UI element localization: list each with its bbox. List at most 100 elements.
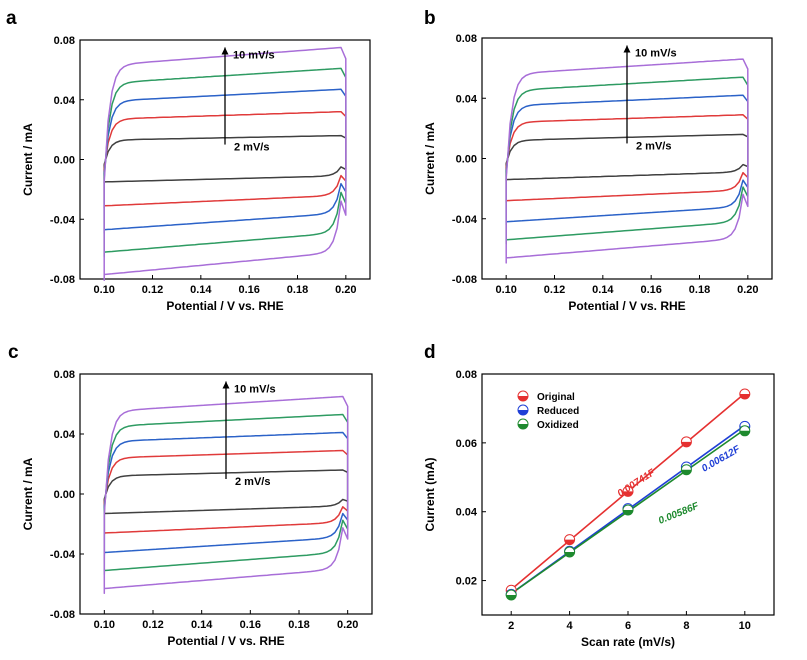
panel-c-x-tick-label: 0.14 [191, 619, 213, 631]
panel-b-y-tick-label: 0.04 [456, 93, 478, 105]
panel-a-arrow-bottom-label: 2 mV/s [234, 142, 269, 154]
panel-d-y-axis-label: Current (mA) [423, 457, 437, 531]
panel-c-arrow-bottom-label: 2 mV/s [235, 476, 270, 488]
panel-a-y-axis-label: Current / mA [21, 123, 35, 196]
panel-a-cv-curve-4mvs [103, 110, 347, 209]
panel-b-x-tick-label: 0.16 [640, 284, 661, 296]
panel-d-slope-label-reduced: 0.00612F [700, 443, 743, 474]
panel-c-cv-curve-6mvs [103, 431, 349, 557]
marker-fill [518, 396, 528, 401]
marker-fill [564, 539, 575, 545]
marker-fill [564, 551, 575, 557]
panel-d-x-axis-label: Scan rate (mV/s) [581, 635, 675, 649]
panel-a-y-tick-label: 0.04 [54, 95, 76, 107]
panel-b-cv-curve-6mvs [505, 94, 749, 226]
panel-d-slope-label-oxidized: 0.00586F [657, 500, 701, 526]
panel-c-y-tick-label: -0.08 [50, 609, 75, 621]
marker-fill [518, 410, 528, 415]
panel-c-y-tick-label: 0.08 [54, 369, 75, 381]
marker-fill [681, 469, 692, 475]
panel-c-y-tick-label: 0.00 [54, 489, 75, 501]
panel-c-x-tick-label: 0.16 [240, 619, 261, 631]
panel-a-y-tick-label: 0.08 [54, 35, 75, 47]
panel-b-x-tick-label: 0.18 [689, 284, 710, 296]
panel-c-cv-curve-2mvs [103, 469, 349, 516]
panel-a-x-tick-label: 0.14 [190, 284, 212, 296]
panel-d-marker-original [680, 436, 692, 448]
panel-a-panel-letter: a [6, 8, 17, 29]
panel-d-y-tick-label: 0.08 [456, 369, 477, 381]
panel-c-x-tick-label: 0.18 [288, 619, 309, 631]
panel-b-cv-curve-4mvs [505, 114, 749, 204]
panel-a-x-tick-label: 0.16 [238, 284, 259, 296]
panel-c-panel-letter: c [8, 342, 19, 363]
panel-a-x-tick-label: 0.12 [142, 284, 163, 296]
panel-a-arrow-top-label: 10 mV/s [233, 49, 275, 61]
panel-b-x-tick-label: 0.10 [495, 284, 516, 296]
marker-fill [739, 430, 750, 436]
panel-d-marker-oxidized [564, 546, 576, 558]
panel-c-cv-curve-10mvs [103, 395, 349, 594]
panel-d-marker-original [622, 485, 634, 497]
panel-b-arrow-top-label: 10 mV/s [635, 48, 677, 60]
marker-fill [739, 393, 750, 399]
panel-b-y-tick-label: 0.08 [456, 33, 477, 45]
marker-fill [681, 441, 692, 447]
panel-d-marker-oxidized [505, 589, 517, 601]
panel-a-cv-curve-2mvs [103, 134, 347, 184]
panel-d-y-tick-label: 0.02 [456, 576, 477, 588]
panel-d-marker-oxidized [680, 464, 692, 476]
panel-a-x-axis-label: Potential / V vs. RHE [166, 299, 283, 313]
panel-b-scan-rate-arrow-head [623, 45, 631, 53]
marker-fill [506, 595, 517, 601]
panel-c-y-tick-label: -0.04 [50, 549, 76, 561]
panel-c-y-tick-label: 0.04 [54, 429, 76, 441]
panel-a-y-tick-label: -0.08 [50, 274, 75, 286]
panel-d-x-tick-label: 8 [683, 620, 689, 632]
panel-d-x-tick-label: 4 [567, 620, 574, 632]
panel-c-scan-rate-arrow-head [222, 381, 230, 389]
panel-b-y-tick-label: -0.04 [452, 214, 478, 226]
panel-d-y-tick-label: 0.04 [456, 507, 478, 519]
panel-c-x-axis-label: Potential / V vs. RHE [167, 634, 284, 648]
panel-c-x-tick-label: 0.10 [94, 619, 115, 631]
panel-b-y-tick-label: -0.08 [452, 274, 477, 286]
panel-d-legend-label-original: Original [537, 392, 575, 403]
panel-a-y-tick-label: 0.00 [54, 155, 75, 167]
panel-b-y-tick-label: 0.00 [456, 154, 477, 166]
panel-c-y-axis-label: Current / mA [21, 457, 35, 530]
panel-a-cv-curve-8mvs [103, 67, 347, 258]
panel-c-cv-curve-4mvs [103, 449, 349, 536]
panel-b-cv-curve-10mvs [505, 58, 749, 264]
panel-b-x-axis-label: Potential / V vs. RHE [568, 299, 685, 313]
panel-c-cv-curve-8mvs [103, 413, 349, 576]
panel-d-legend-marker-original [517, 390, 529, 402]
panel-d-legend-marker-reduced [517, 404, 529, 416]
panel-a-cv-curve-10mvs [103, 46, 347, 282]
panel-d-legend-label-reduced: Reduced [537, 406, 579, 417]
marker-fill [518, 424, 528, 429]
panel-c-x-tick-label: 0.12 [142, 619, 163, 631]
panel-b-panel-letter: b [424, 8, 436, 29]
panel-d-x-tick-label: 2 [508, 620, 514, 632]
panel-b-x-tick-label: 0.14 [592, 284, 614, 296]
panel-c-x-tick-label: 0.20 [337, 619, 358, 631]
panel-a-x-tick-label: 0.10 [93, 284, 114, 296]
panel-a-x-tick-label: 0.18 [287, 284, 308, 296]
panel-a-scan-rate-arrow-head [221, 47, 229, 55]
panel-d-marker-original [739, 388, 751, 400]
panel-d-legend-marker-oxidized [517, 418, 529, 430]
panel-d-y-tick-label: 0.06 [456, 438, 477, 450]
panel-b-x-tick-label: 0.12 [544, 284, 565, 296]
panel-c-arrow-top-label: 10 mV/s [234, 384, 276, 396]
panel-d-panel-letter: d [424, 342, 436, 363]
panel-b-cv-curve-8mvs [505, 76, 749, 245]
panel-b-arrow-bottom-label: 2 mV/s [636, 140, 671, 152]
panel-b-x-tick-label: 0.20 [737, 284, 758, 296]
panel-d-marker-oxidized [739, 425, 751, 437]
marker-fill [623, 491, 633, 497]
panel-b-cv-curve-2mvs [505, 133, 749, 182]
panel-d-legend-label-oxidized: Oxidized [537, 420, 579, 431]
panel-a-y-tick-label: -0.04 [50, 214, 76, 226]
